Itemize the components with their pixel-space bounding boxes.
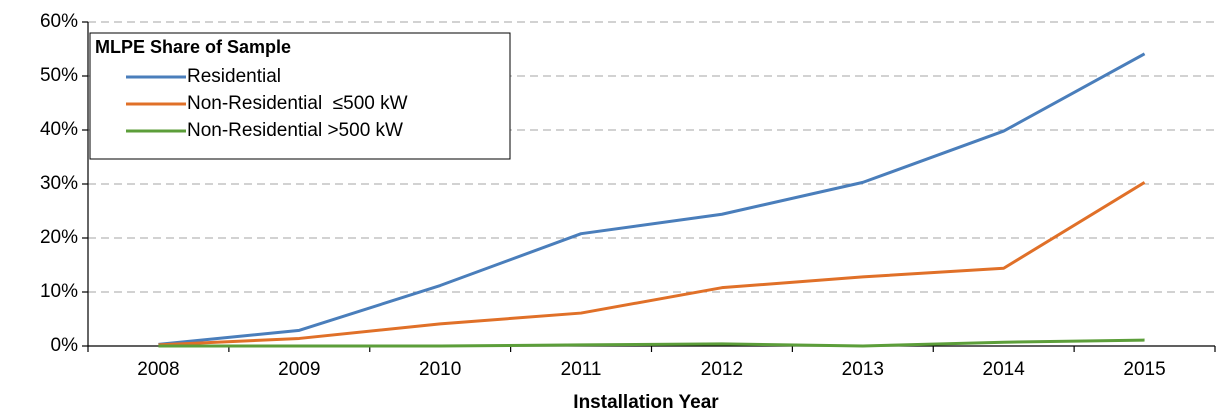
legend-title: MLPE Share of Sample [95, 37, 291, 57]
legend-label: Residential [187, 66, 281, 87]
x-tick-label: 2009 [278, 359, 320, 380]
y-tick-label: 30% [40, 173, 78, 194]
legend-label: Non-Residential >500 kW [187, 120, 403, 141]
x-tick-label: 2012 [701, 359, 743, 380]
x-tick-label: 2010 [419, 359, 461, 380]
x-axis-label: Installation Year [573, 392, 719, 413]
legend: MLPE Share of Sample Residential Non-Resid… [89, 32, 511, 160]
legend-label: Non-Residential ≤500 kW [187, 93, 408, 114]
x-tick-label: 2011 [561, 359, 602, 380]
x-tick-label: 2008 [137, 359, 179, 380]
x-tick-label: 2013 [842, 359, 884, 380]
y-tick-label: 40% [40, 119, 78, 140]
y-tick-label: 20% [40, 227, 78, 248]
y-tick-label: 50% [40, 65, 78, 86]
y-tick-label: 10% [40, 281, 78, 302]
y-tick-label: 0% [51, 335, 79, 356]
series-line [158, 52, 1146, 346]
series-line [158, 181, 1146, 347]
y-tick-label: 60% [40, 11, 78, 32]
series-line [158, 338, 1145, 348]
x-tick-label: 2014 [983, 359, 1026, 380]
x-tick-label: 2015 [1123, 359, 1165, 380]
legend-box [89, 32, 511, 160]
